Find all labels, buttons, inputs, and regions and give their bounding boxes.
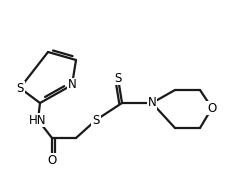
Text: O: O: [48, 153, 56, 166]
Text: S: S: [16, 81, 24, 95]
Text: S: S: [92, 114, 100, 127]
Text: O: O: [208, 102, 216, 115]
Text: S: S: [114, 71, 122, 84]
Text: N: N: [148, 96, 156, 109]
Text: HN: HN: [29, 114, 47, 127]
Text: N: N: [68, 78, 76, 92]
